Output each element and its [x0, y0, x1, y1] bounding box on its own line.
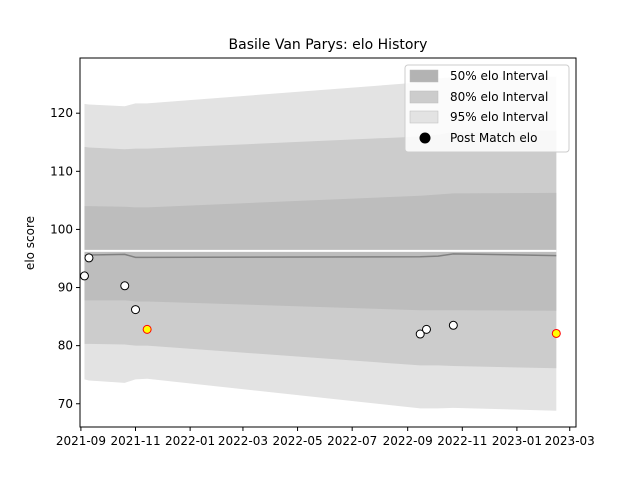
x-axis: 2021-09 2021-11 2022-01 2022-03 2022-05 2022-…	[56, 427, 595, 448]
legend-label-50: 50% elo Interval	[450, 69, 548, 83]
post-match-point-6	[415, 329, 425, 339]
post-match-point-8	[448, 320, 458, 330]
post-match-point-9	[551, 328, 561, 338]
legend-label-post-match: Post Match elo	[450, 131, 537, 145]
y-tick-label-6: 120	[50, 106, 73, 120]
legend-swatch-50	[409, 69, 439, 83]
legend-swatch-80	[409, 90, 439, 104]
x-tick-label-10: 2023-03	[545, 434, 595, 448]
post-match-point-2	[84, 253, 94, 263]
legend-swatch-95	[409, 110, 439, 124]
x-tick-label-6: 2022-07	[327, 434, 377, 448]
post-match-point-1	[79, 271, 89, 281]
y-tick-label-2: 80	[58, 339, 73, 353]
legend-label-95: 95% elo Interval	[450, 110, 548, 124]
x-tick-label-9: 2023-01	[492, 434, 542, 448]
y-tick-label-1: 70	[58, 397, 73, 411]
plot-frame	[79, 57, 577, 428]
y-tick-label-5: 110	[50, 164, 73, 178]
y-tick-label-3: 90	[58, 281, 73, 295]
y-axis: 70 80 90 100 110 120	[50, 106, 80, 411]
elo-lines	[84, 249, 557, 259]
x-tick-label-8: 2022-11	[437, 434, 487, 448]
x-tick-label-5: 2022-05	[272, 434, 322, 448]
y-axis-title: elo score	[23, 216, 37, 270]
post-match-point-7	[421, 324, 431, 334]
x-tick-label-7: 2022-09	[383, 434, 433, 448]
x-tick-label-2: 2021-11	[110, 434, 160, 448]
post-match-point-5	[142, 324, 152, 334]
post-match-point-4	[131, 305, 141, 315]
legend-marker	[419, 132, 431, 144]
post-match-point-3	[120, 281, 130, 291]
legend-box	[404, 64, 570, 153]
mean-elo-line	[84, 253, 557, 259]
x-tick-label-3: 2022-01	[165, 434, 215, 448]
interval-bands	[84, 76, 557, 411]
post-match-markers	[79, 253, 561, 339]
x-tick-label-1: 2021-09	[56, 434, 106, 448]
legend: 50% elo Interval 80% elo Interval 95% el…	[404, 64, 570, 153]
y-tick-label-4: 100	[50, 222, 73, 236]
legend-label-80: 80% elo Interval	[450, 90, 548, 104]
chart-title: Basile Van Parys: elo History	[229, 37, 428, 53]
x-tick-label-4: 2022-03	[218, 434, 268, 448]
